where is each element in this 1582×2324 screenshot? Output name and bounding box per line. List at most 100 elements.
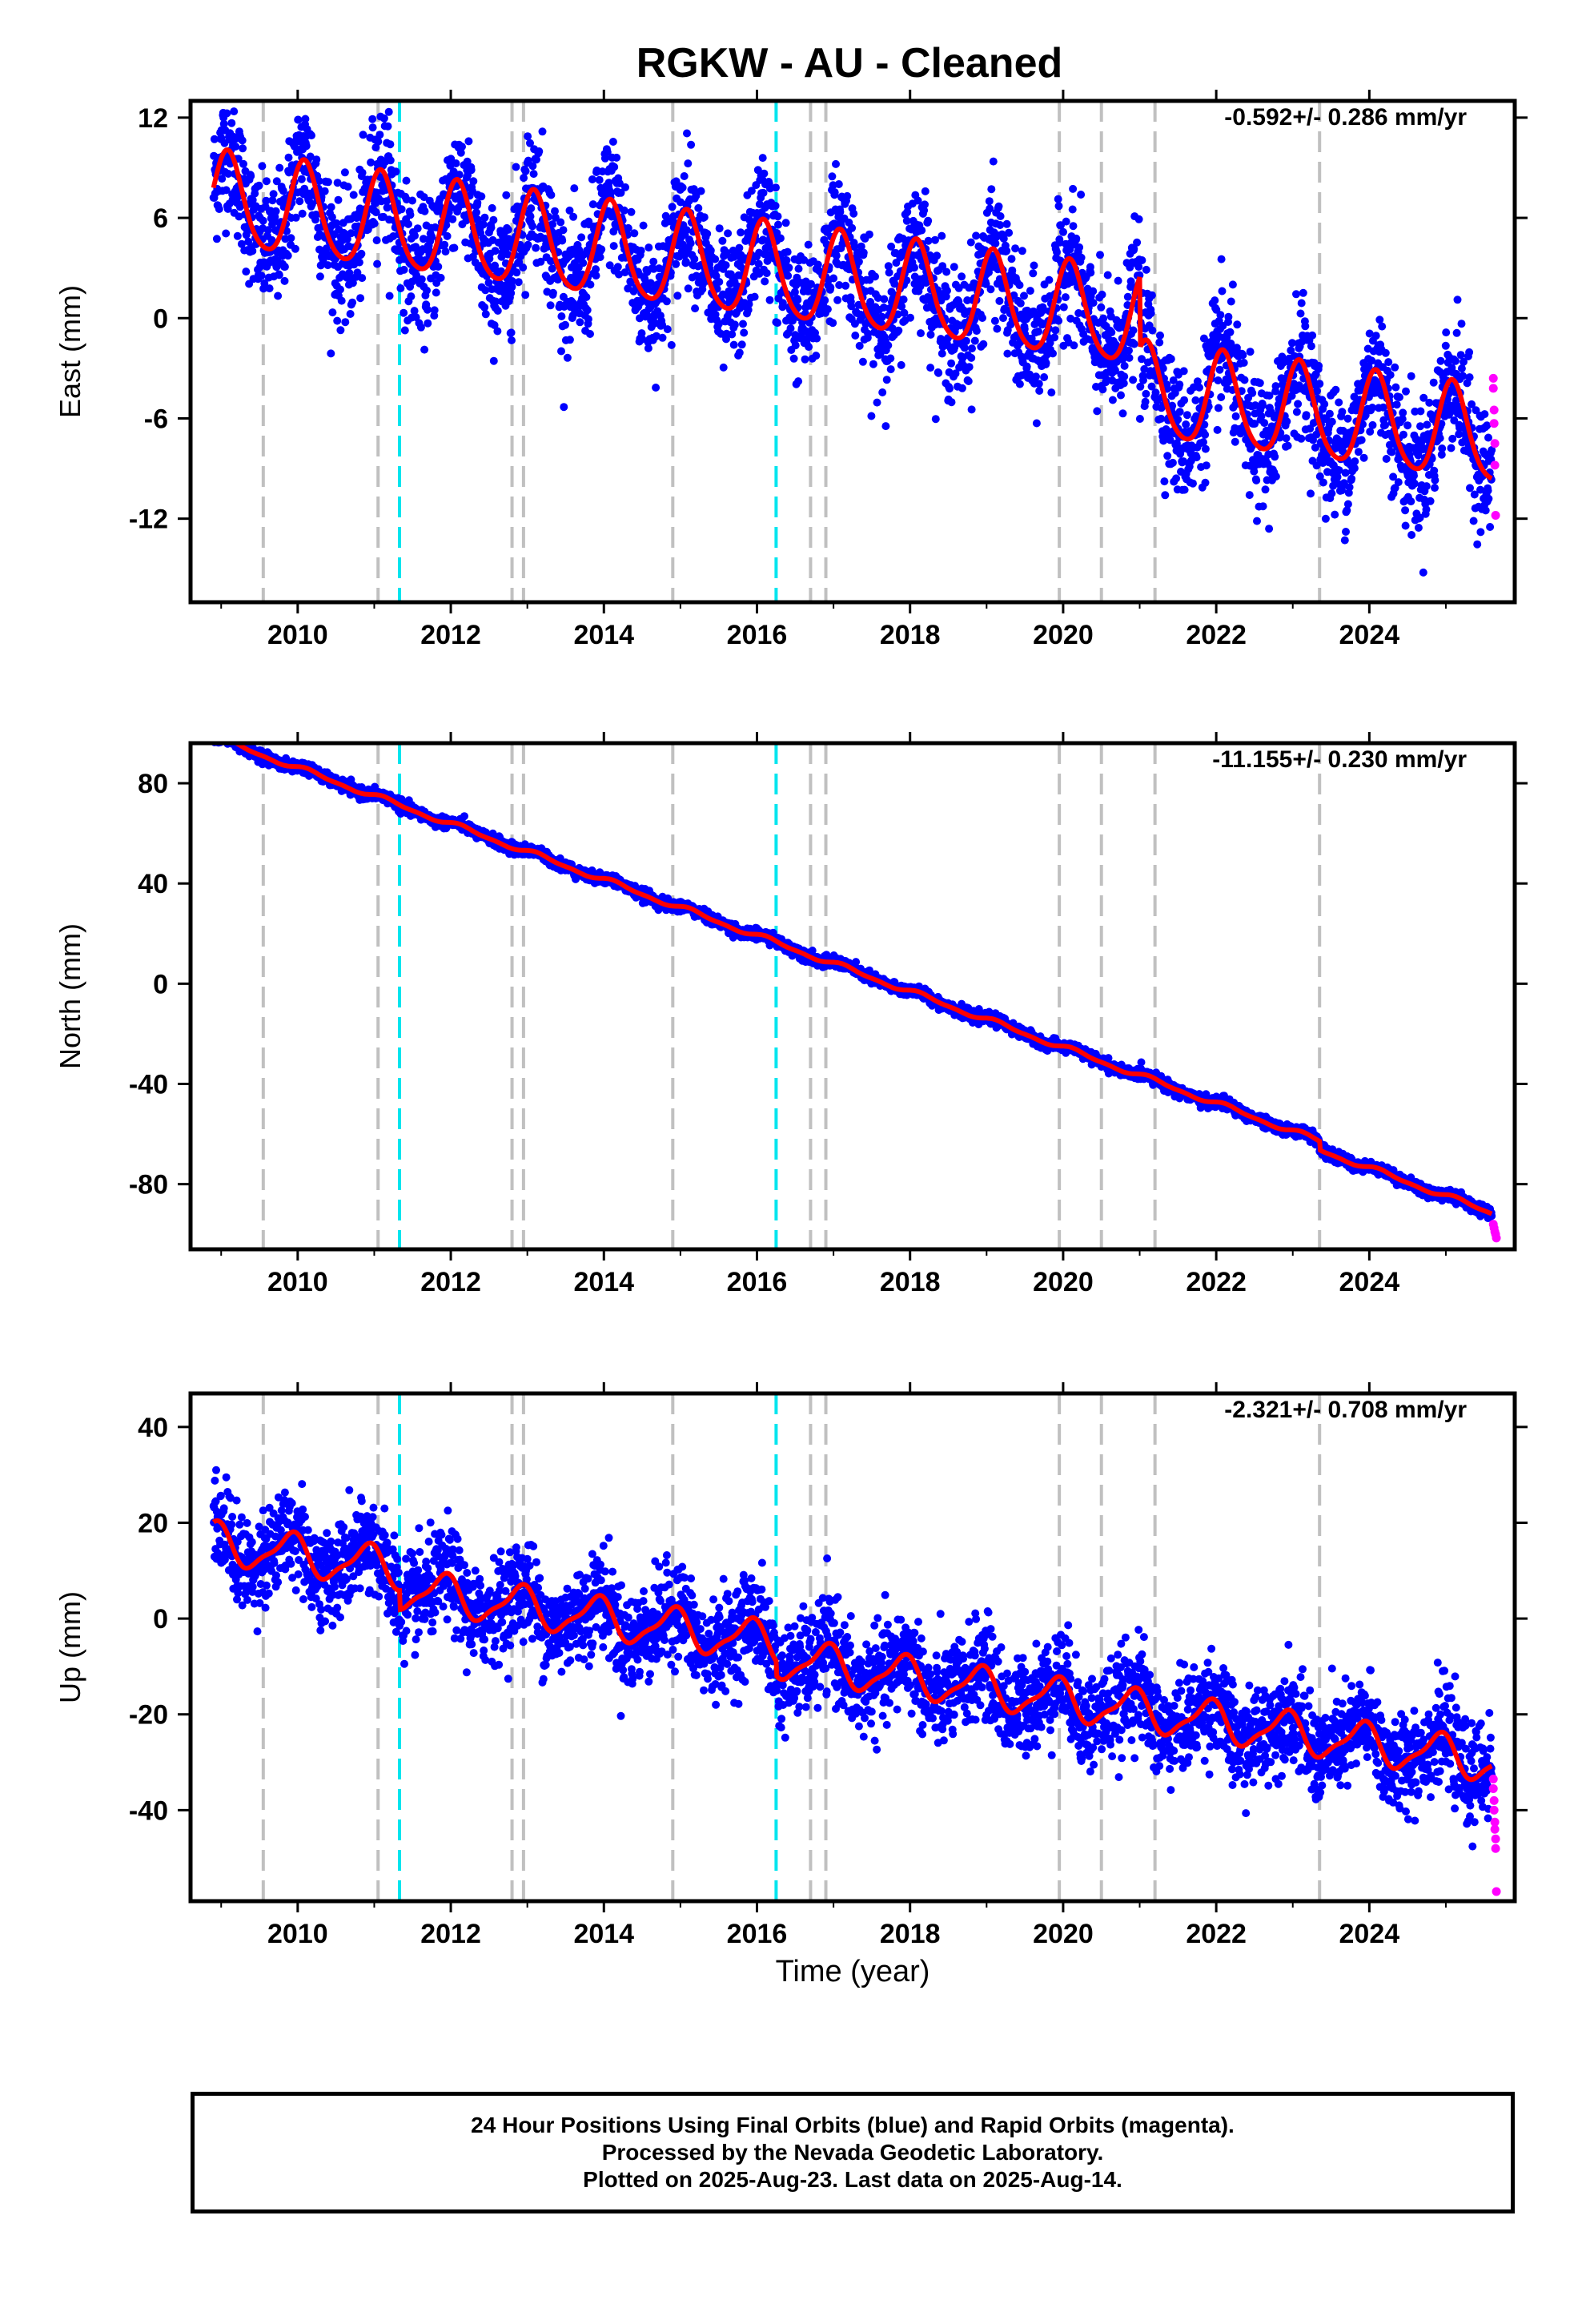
data-point: [931, 415, 940, 424]
data-point: [921, 279, 930, 287]
data-point: [807, 279, 815, 288]
data-point: [386, 156, 395, 165]
data-point: [878, 388, 887, 396]
data-point: [1382, 455, 1391, 463]
data-point: [987, 185, 996, 194]
data-point: [1255, 379, 1264, 388]
data-point: [1180, 485, 1189, 494]
chart-title: RGKW - AU - Cleaned: [636, 40, 1063, 86]
data-point: [865, 230, 873, 239]
data-point: [684, 159, 693, 168]
data-point: [456, 148, 465, 157]
data-point: [227, 733, 235, 741]
data-point: [1217, 393, 1226, 401]
data-point: [287, 234, 295, 243]
data-point: [579, 259, 588, 267]
data-point: [1138, 355, 1146, 364]
data-point: [1047, 388, 1056, 397]
data-point: [417, 275, 426, 283]
data-point: [1160, 477, 1169, 486]
data-point: [323, 261, 332, 270]
data-point: [1261, 485, 1270, 494]
data-point: [291, 213, 300, 222]
data-point: [853, 251, 862, 259]
data-point: [730, 320, 739, 329]
data-point: [683, 129, 691, 138]
data-point: [658, 320, 667, 329]
data-point: [630, 229, 639, 238]
data-point: [592, 271, 600, 280]
data-point: [1168, 401, 1177, 410]
data-point: [951, 369, 960, 378]
x-tick-label: 2024: [1339, 620, 1400, 650]
data-point: [1002, 219, 1011, 228]
data-point: [1455, 430, 1464, 439]
data-point: [1108, 396, 1117, 404]
data-point: [690, 255, 699, 263]
data-point: [527, 204, 536, 213]
data-point: [916, 282, 925, 291]
data-point: [1469, 517, 1478, 525]
data-point: [721, 261, 730, 270]
data-point: [1345, 483, 1354, 492]
data-point: [680, 172, 689, 180]
data-point: [972, 327, 981, 336]
data-point: [386, 140, 395, 149]
data-point: [577, 233, 586, 242]
data-point: [1103, 271, 1112, 279]
data-point: [1407, 497, 1415, 506]
data-point: [667, 340, 676, 349]
data-point: [1126, 277, 1135, 286]
data-point: [794, 264, 803, 273]
data-point: [1239, 359, 1248, 367]
data-point: [514, 278, 523, 287]
data-point: [1133, 238, 1142, 247]
data-point: [1371, 332, 1380, 340]
data-point: [880, 295, 889, 304]
data-point: [411, 231, 419, 240]
data-point: [1389, 472, 1398, 481]
data-point: [332, 219, 341, 227]
data-point: [214, 730, 222, 738]
data-point: [1384, 358, 1393, 367]
data-point: [1435, 434, 1444, 443]
data-point: [383, 122, 392, 131]
data-point: [216, 734, 224, 742]
data-point: [1151, 388, 1160, 397]
data-point: [996, 212, 1005, 220]
data-point: [672, 259, 681, 268]
data-point: [849, 209, 858, 218]
data-point: [1213, 425, 1222, 434]
data-point: [1308, 331, 1317, 340]
data-point: [1129, 376, 1138, 384]
data-point: [1070, 341, 1078, 350]
data-point: [1391, 383, 1400, 392]
data-point: [328, 308, 337, 317]
x-tick-label: 2014: [573, 620, 634, 650]
data-point: [835, 281, 844, 289]
data-point: [1331, 510, 1339, 519]
data-point: [284, 153, 293, 162]
data-point: [416, 323, 425, 332]
data-point: [1387, 448, 1396, 456]
data-point: [813, 334, 821, 343]
data-point: [607, 188, 615, 197]
data-point: [583, 306, 592, 315]
data-point: [480, 303, 489, 312]
data-point: [508, 336, 516, 344]
data-point: [1034, 380, 1043, 388]
data-point: [897, 302, 906, 311]
data-point: [248, 195, 257, 204]
data-point: [472, 208, 480, 217]
data-point: [1026, 287, 1034, 296]
data-point: [586, 330, 594, 338]
data-point: [233, 734, 241, 742]
data-point: [385, 292, 394, 300]
data-point: [603, 148, 612, 156]
data-point: [400, 308, 408, 317]
data-point: [1215, 365, 1224, 374]
data-point: [1312, 461, 1321, 470]
data-point: [1399, 430, 1407, 439]
data-point: [714, 320, 723, 328]
data-point: [1367, 356, 1376, 365]
